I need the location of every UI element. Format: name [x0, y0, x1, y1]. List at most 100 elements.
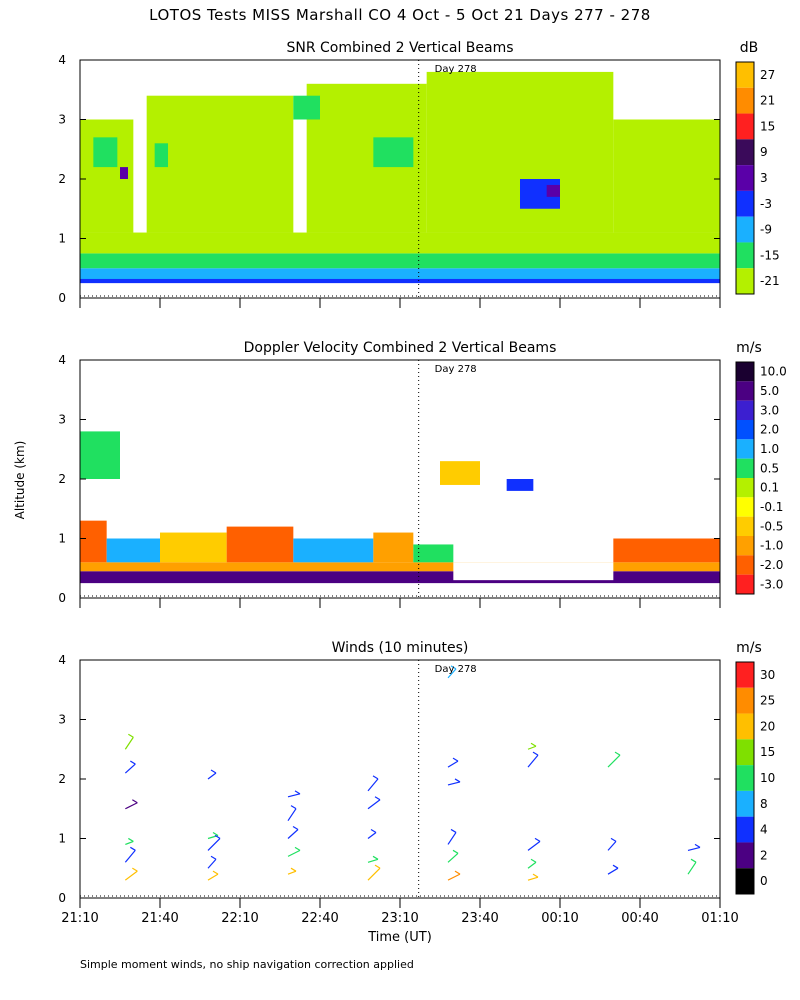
y-tick-label: 3 [58, 113, 66, 127]
wind-barb [207, 858, 217, 869]
colorbar-unit: dB [740, 40, 759, 56]
day-marker-label: Day 278 [435, 664, 477, 675]
colorbar-swatch [736, 165, 754, 191]
colorbar-swatch [736, 765, 754, 791]
colorbar-label: -21 [760, 274, 780, 288]
wind-barb [207, 873, 219, 881]
panel-title: Winds (10 minutes) [332, 640, 469, 656]
colorbar-swatch [736, 497, 754, 517]
heatmap-cell [80, 232, 720, 254]
colorbar-swatch [736, 478, 754, 498]
colorbar-swatch [736, 536, 754, 556]
heatmap-cell [293, 538, 374, 563]
colorbar-swatch [736, 574, 754, 594]
wind-barb-flag [130, 846, 136, 851]
wind-barb-flag [614, 751, 621, 756]
wind-barb-flag [210, 855, 217, 860]
colorbar-label: -3.0 [760, 577, 783, 591]
colorbar-label: 8 [760, 797, 768, 811]
colorbar-label: 15 [760, 119, 775, 133]
y-tick-label: 0 [58, 291, 66, 305]
wind-barb-flag [530, 742, 537, 747]
y-tick-label: 3 [58, 713, 66, 727]
y-tick-label: 1 [58, 832, 66, 846]
colorbar-swatch [736, 687, 754, 714]
y-tick-label: 1 [58, 232, 66, 246]
heatmap-cell [373, 532, 414, 563]
colorbar-swatch [736, 362, 754, 382]
wind-barb [287, 849, 301, 857]
colorbar-label: 3.0 [760, 403, 779, 417]
panel-title: Doppler Velocity Combined 2 Vertical Bea… [244, 340, 557, 356]
colorbar-unit: m/s [736, 340, 762, 356]
wind-barb [447, 668, 457, 679]
x-tick-label: 00:10 [541, 911, 578, 926]
colorbar-label: 0.1 [760, 481, 779, 495]
plot-frame [79, 659, 721, 899]
colorbar-swatch [736, 87, 754, 114]
colorbar-label: 3 [760, 171, 768, 185]
wind-barb-flag [212, 831, 219, 837]
colorbar-swatch [736, 713, 754, 740]
colorbar-swatch [736, 242, 754, 269]
wind-barb [527, 861, 537, 869]
wind-barb [447, 873, 461, 881]
wind-barb [287, 793, 301, 798]
heatmap-cell [613, 119, 720, 233]
x-tick-label: 23:10 [381, 911, 418, 926]
wind-barb [687, 861, 697, 875]
heatmap-cell [93, 137, 118, 168]
wind-barb-flag [212, 870, 219, 875]
colorbar-label: -1.0 [760, 539, 783, 553]
wind-barb-flag [610, 837, 617, 842]
wind-barb-flag [694, 843, 701, 848]
heatmap-cell [106, 538, 160, 563]
wind-barb [687, 846, 701, 851]
wind-barb-flag [372, 775, 379, 780]
colorbar-frame [735, 61, 755, 295]
y-tick-label: 4 [58, 353, 66, 367]
colorbar-label: 1.0 [760, 442, 779, 456]
wind-barb [367, 778, 379, 792]
page-title: LOTOS Tests MISS Marshall CO 4 Oct - 5 O… [149, 6, 651, 24]
wind-barb [207, 772, 217, 780]
wind-barb-flag [534, 837, 541, 842]
colorbar-swatch [736, 420, 754, 440]
colorbar-swatch [736, 842, 754, 869]
wind-barb-flag [290, 867, 297, 872]
wind-barb [367, 799, 381, 810]
wind-barb [124, 736, 134, 750]
wind-barb [607, 754, 621, 768]
heatmap-cell [440, 461, 480, 485]
wind-barb [367, 832, 377, 839]
colorbar-swatch [736, 139, 754, 166]
wind-barb-flag [290, 805, 297, 810]
x-tick-label: 21:10 [61, 911, 98, 926]
wind-barb-flag [452, 757, 459, 762]
colorbar-swatch [736, 868, 754, 894]
y-tick-label: 2 [58, 772, 66, 786]
heatmap-cell [546, 184, 560, 197]
colorbar-unit: m/s [736, 640, 762, 656]
wind-barb-flag [292, 825, 299, 831]
wind-barb [367, 867, 381, 881]
wind-barb-flag [132, 799, 138, 804]
wind-barb [527, 754, 539, 768]
colorbar-label: -0.1 [760, 500, 783, 514]
colorbar-label: 30 [760, 668, 775, 682]
wind-barb-flag [532, 751, 539, 756]
wind-barb [287, 829, 299, 839]
wind-barb [124, 849, 136, 863]
x-tick-label: 22:10 [221, 911, 258, 926]
wind-barb [367, 858, 379, 863]
heatmap-cell [146, 95, 294, 233]
wind-barb-flag [532, 873, 539, 878]
heatmap-cell [80, 268, 720, 281]
colorbar-frame [735, 661, 755, 895]
wind-barb-flag [294, 846, 301, 851]
colorbar-label: 25 [760, 694, 775, 708]
y-tick-label: 2 [58, 172, 66, 186]
colorbar-label: -3 [760, 197, 772, 211]
y-tick-label: 0 [58, 591, 66, 605]
